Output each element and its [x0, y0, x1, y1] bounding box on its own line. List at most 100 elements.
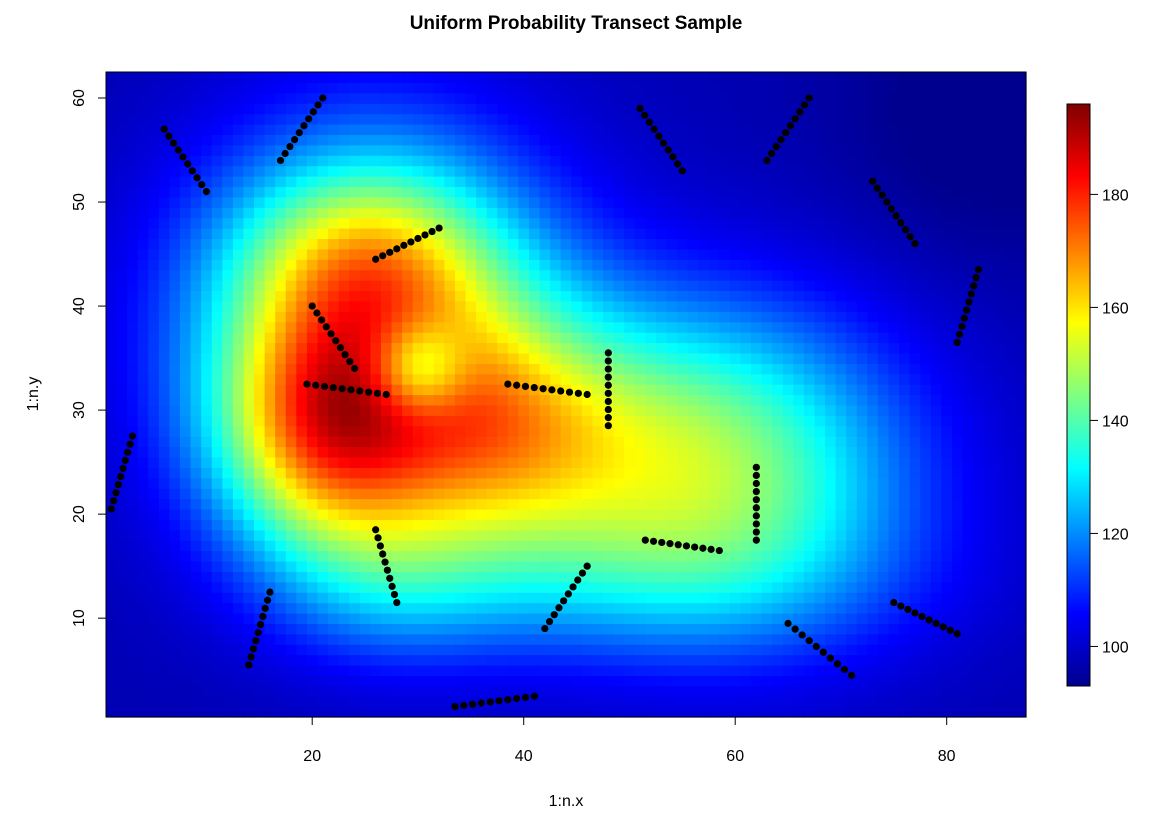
heatmap-cell — [772, 72, 784, 83]
heatmap-cell — [180, 706, 192, 718]
heatmap-cell — [571, 290, 583, 302]
heatmap-cell — [254, 581, 266, 593]
heatmap-cell — [127, 384, 139, 396]
heatmap-cell — [211, 560, 223, 572]
heatmap-cell — [856, 456, 868, 468]
heatmap-cell — [571, 238, 583, 250]
heatmap-cell — [825, 300, 837, 312]
heatmap-cell — [655, 394, 668, 406]
heatmap-cell — [285, 456, 297, 468]
heatmap-cell — [497, 571, 509, 583]
heatmap-cell — [306, 467, 319, 479]
heatmap-cell — [729, 217, 742, 229]
heatmap-cell — [190, 404, 202, 416]
heatmap-cell — [634, 415, 646, 427]
heatmap-cell — [264, 72, 276, 83]
heatmap-cell — [317, 82, 329, 94]
heatmap-cell — [761, 373, 773, 385]
heatmap-cell — [592, 72, 604, 83]
heatmap-cell — [285, 280, 297, 292]
heatmap-cell — [867, 394, 879, 406]
heatmap-cell — [550, 300, 562, 312]
heatmap-cell — [243, 311, 255, 323]
heatmap-cell — [211, 269, 223, 281]
heatmap-cell — [899, 238, 911, 250]
heatmap-cell — [941, 352, 953, 364]
heatmap-cell — [581, 633, 594, 645]
heatmap-cell — [275, 654, 287, 666]
heatmap-cell — [909, 477, 921, 489]
heatmap-cell — [846, 644, 858, 656]
heatmap-cell — [539, 425, 551, 437]
heatmap-cell — [867, 592, 879, 604]
heatmap-cell — [486, 477, 498, 489]
heatmap-cell — [603, 633, 615, 645]
heatmap-cell — [328, 290, 340, 302]
heatmap-cell — [127, 269, 139, 281]
heatmap-cell — [127, 404, 139, 416]
heatmap-cell — [581, 311, 594, 323]
heatmap-cell — [137, 425, 149, 437]
heatmap-cell — [877, 134, 890, 146]
heatmap-cell — [613, 446, 625, 458]
heatmap-cell — [454, 404, 467, 416]
heatmap-cell — [148, 259, 160, 271]
heatmap-cell — [793, 228, 805, 240]
heatmap-cell — [264, 186, 276, 198]
heatmap-cell — [137, 238, 149, 250]
heatmap-cell — [465, 644, 477, 656]
heatmap-cell — [423, 436, 435, 448]
heatmap-cell — [137, 633, 149, 645]
heatmap-cell — [645, 467, 657, 479]
heatmap-cell — [645, 415, 657, 427]
heatmap-cell — [328, 238, 340, 250]
heatmap-cell — [708, 259, 720, 271]
heatmap-cell — [454, 529, 467, 541]
heatmap-cell — [687, 342, 699, 354]
heatmap-cell — [243, 124, 255, 136]
heatmap-cell — [708, 165, 720, 177]
heatmap-cell — [951, 602, 964, 614]
heatmap-cell — [550, 477, 562, 489]
heatmap-cell — [180, 248, 192, 260]
heatmap-cell — [571, 581, 583, 593]
heatmap-cell — [127, 508, 139, 520]
heatmap-cell — [528, 134, 541, 146]
heatmap-cell — [169, 436, 181, 448]
heatmap-cell — [148, 113, 160, 125]
heatmap-cell — [528, 103, 541, 115]
heatmap-cell — [761, 352, 773, 364]
heatmap-cell — [655, 217, 668, 229]
heatmap-cell — [581, 217, 594, 229]
heatmap-cell — [761, 124, 773, 136]
heatmap-cell — [380, 311, 393, 323]
heatmap-cell — [856, 384, 868, 396]
heatmap-cell — [433, 92, 445, 104]
heatmap-cell — [782, 602, 794, 614]
heatmap-cell — [338, 72, 350, 83]
heatmap-cell — [201, 363, 213, 375]
heatmap-cell — [402, 696, 414, 708]
heatmap-cell — [190, 436, 202, 448]
heatmap-cell — [222, 217, 234, 229]
heatmap-cell — [349, 113, 361, 125]
heatmap-cell — [370, 696, 382, 708]
heatmap-cell — [328, 280, 340, 292]
heatmap-cell — [106, 706, 118, 718]
heatmap-cell — [677, 425, 689, 437]
heatmap-cell — [380, 633, 393, 645]
heatmap-cell — [370, 196, 382, 208]
heatmap-cell — [930, 321, 942, 333]
heatmap-cell — [624, 508, 636, 520]
heatmap-cell — [476, 342, 488, 354]
heatmap-cell — [180, 664, 192, 676]
heatmap-cell — [761, 560, 773, 572]
heatmap-cell — [211, 92, 223, 104]
heatmap-cell — [243, 165, 255, 177]
heatmap-cell — [920, 571, 932, 583]
heatmap-cell — [729, 155, 742, 167]
heatmap-cell — [655, 477, 668, 489]
heatmap-cell — [264, 373, 276, 385]
heatmap-cell — [951, 560, 964, 572]
heatmap-cell — [603, 280, 615, 292]
